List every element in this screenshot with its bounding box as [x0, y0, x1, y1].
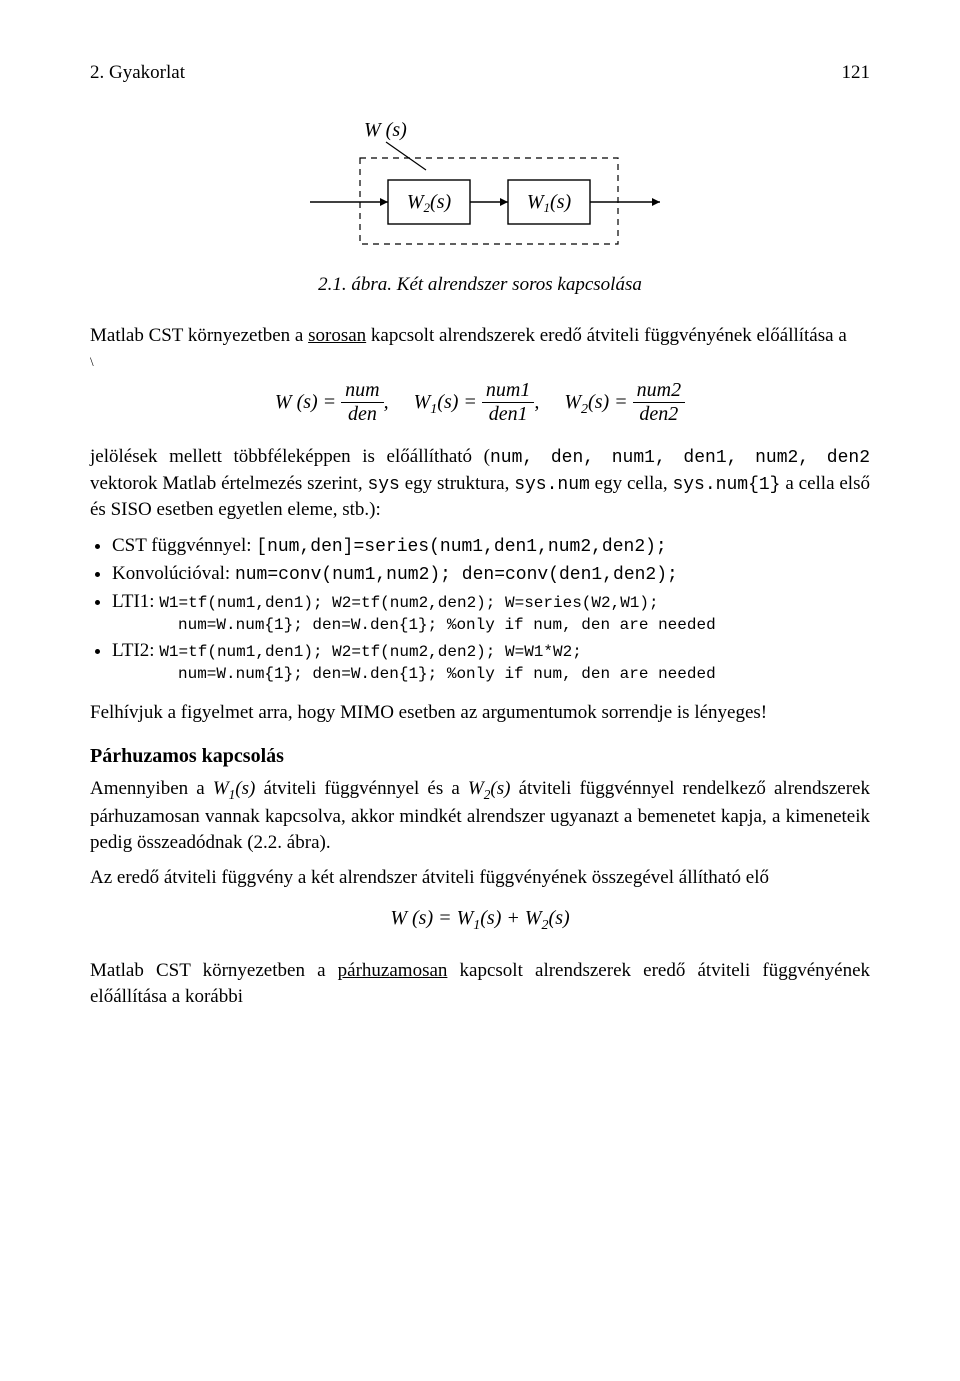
underline-parhuzamosan: párhuzamosan [338, 960, 448, 981]
label-ws: W (s) [364, 119, 407, 141]
equation-2: W (s) = W1(s) + W2(s) [90, 905, 870, 936]
ws-pointer [386, 142, 426, 170]
page-header: 2. Gyakorlat 121 [90, 60, 870, 86]
arrow-in-head [380, 198, 388, 206]
backslash: \ [90, 359, 870, 366]
bullet-cst: CST függvénnyel: [num,den]=series(num1,d… [112, 533, 870, 559]
block-diagram: W (s) W2(s) W1(s) [90, 114, 870, 264]
paragraph-2: jelölések mellett többféleképpen is előá… [90, 444, 870, 522]
figure-caption: 2.1. ábra. Két alrendszer soros kapcsolá… [90, 272, 870, 298]
paragraph-1: Matlab CST környezetben a sorosan kapcso… [90, 323, 870, 349]
arrow-mid-head [500, 198, 508, 206]
paragraph-6: Matlab CST környezetben a párhuzamosan k… [90, 958, 870, 1009]
header-right: 121 [842, 60, 871, 86]
equation-1: W (s) = numden, W1(s) = num1den1, W2(s) … [90, 379, 870, 426]
underline-sorosan: sorosan [308, 325, 366, 346]
diagram-svg: W (s) W2(s) W1(s) [280, 114, 680, 264]
label-w1s: W1(s) [527, 191, 572, 215]
paragraph-3: Felhívjuk a figyelmet arra, hogy MIMO es… [90, 700, 870, 726]
header-left: 2. Gyakorlat [90, 60, 185, 86]
label-w2s: W2(s) [407, 191, 452, 215]
heading-parallel: Párhuzamos kapcsolás [90, 743, 870, 770]
paragraph-5: Az eredő átviteli függvény a két alrends… [90, 865, 870, 891]
code-bullet-list: CST függvénnyel: [num,den]=series(num1,d… [90, 533, 870, 686]
bullet-lti1: LTI1: W1=tf(num1,den1); W2=tf(num2,den2)… [112, 589, 870, 636]
bullet-conv: Konvolúcióval: num=conv(num1,num2); den=… [112, 561, 870, 587]
bullet-lti2: LTI2: W1=tf(num1,den1); W2=tf(num2,den2)… [112, 638, 870, 685]
paragraph-4: Amennyiben a W1(s) átviteli függvénnyel … [90, 776, 870, 855]
arrow-out-head [652, 198, 660, 206]
